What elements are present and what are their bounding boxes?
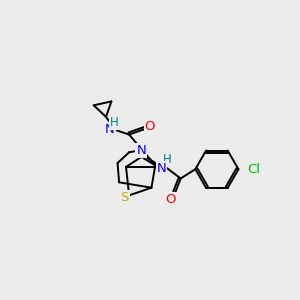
Text: Cl: Cl	[248, 163, 261, 176]
Text: N: N	[136, 144, 146, 157]
Text: O: O	[165, 193, 176, 206]
Text: S: S	[120, 191, 129, 204]
Text: N: N	[157, 162, 166, 175]
Text: O: O	[145, 120, 155, 134]
Text: H: H	[163, 153, 171, 166]
Text: N: N	[105, 123, 115, 136]
Text: H: H	[110, 116, 119, 129]
